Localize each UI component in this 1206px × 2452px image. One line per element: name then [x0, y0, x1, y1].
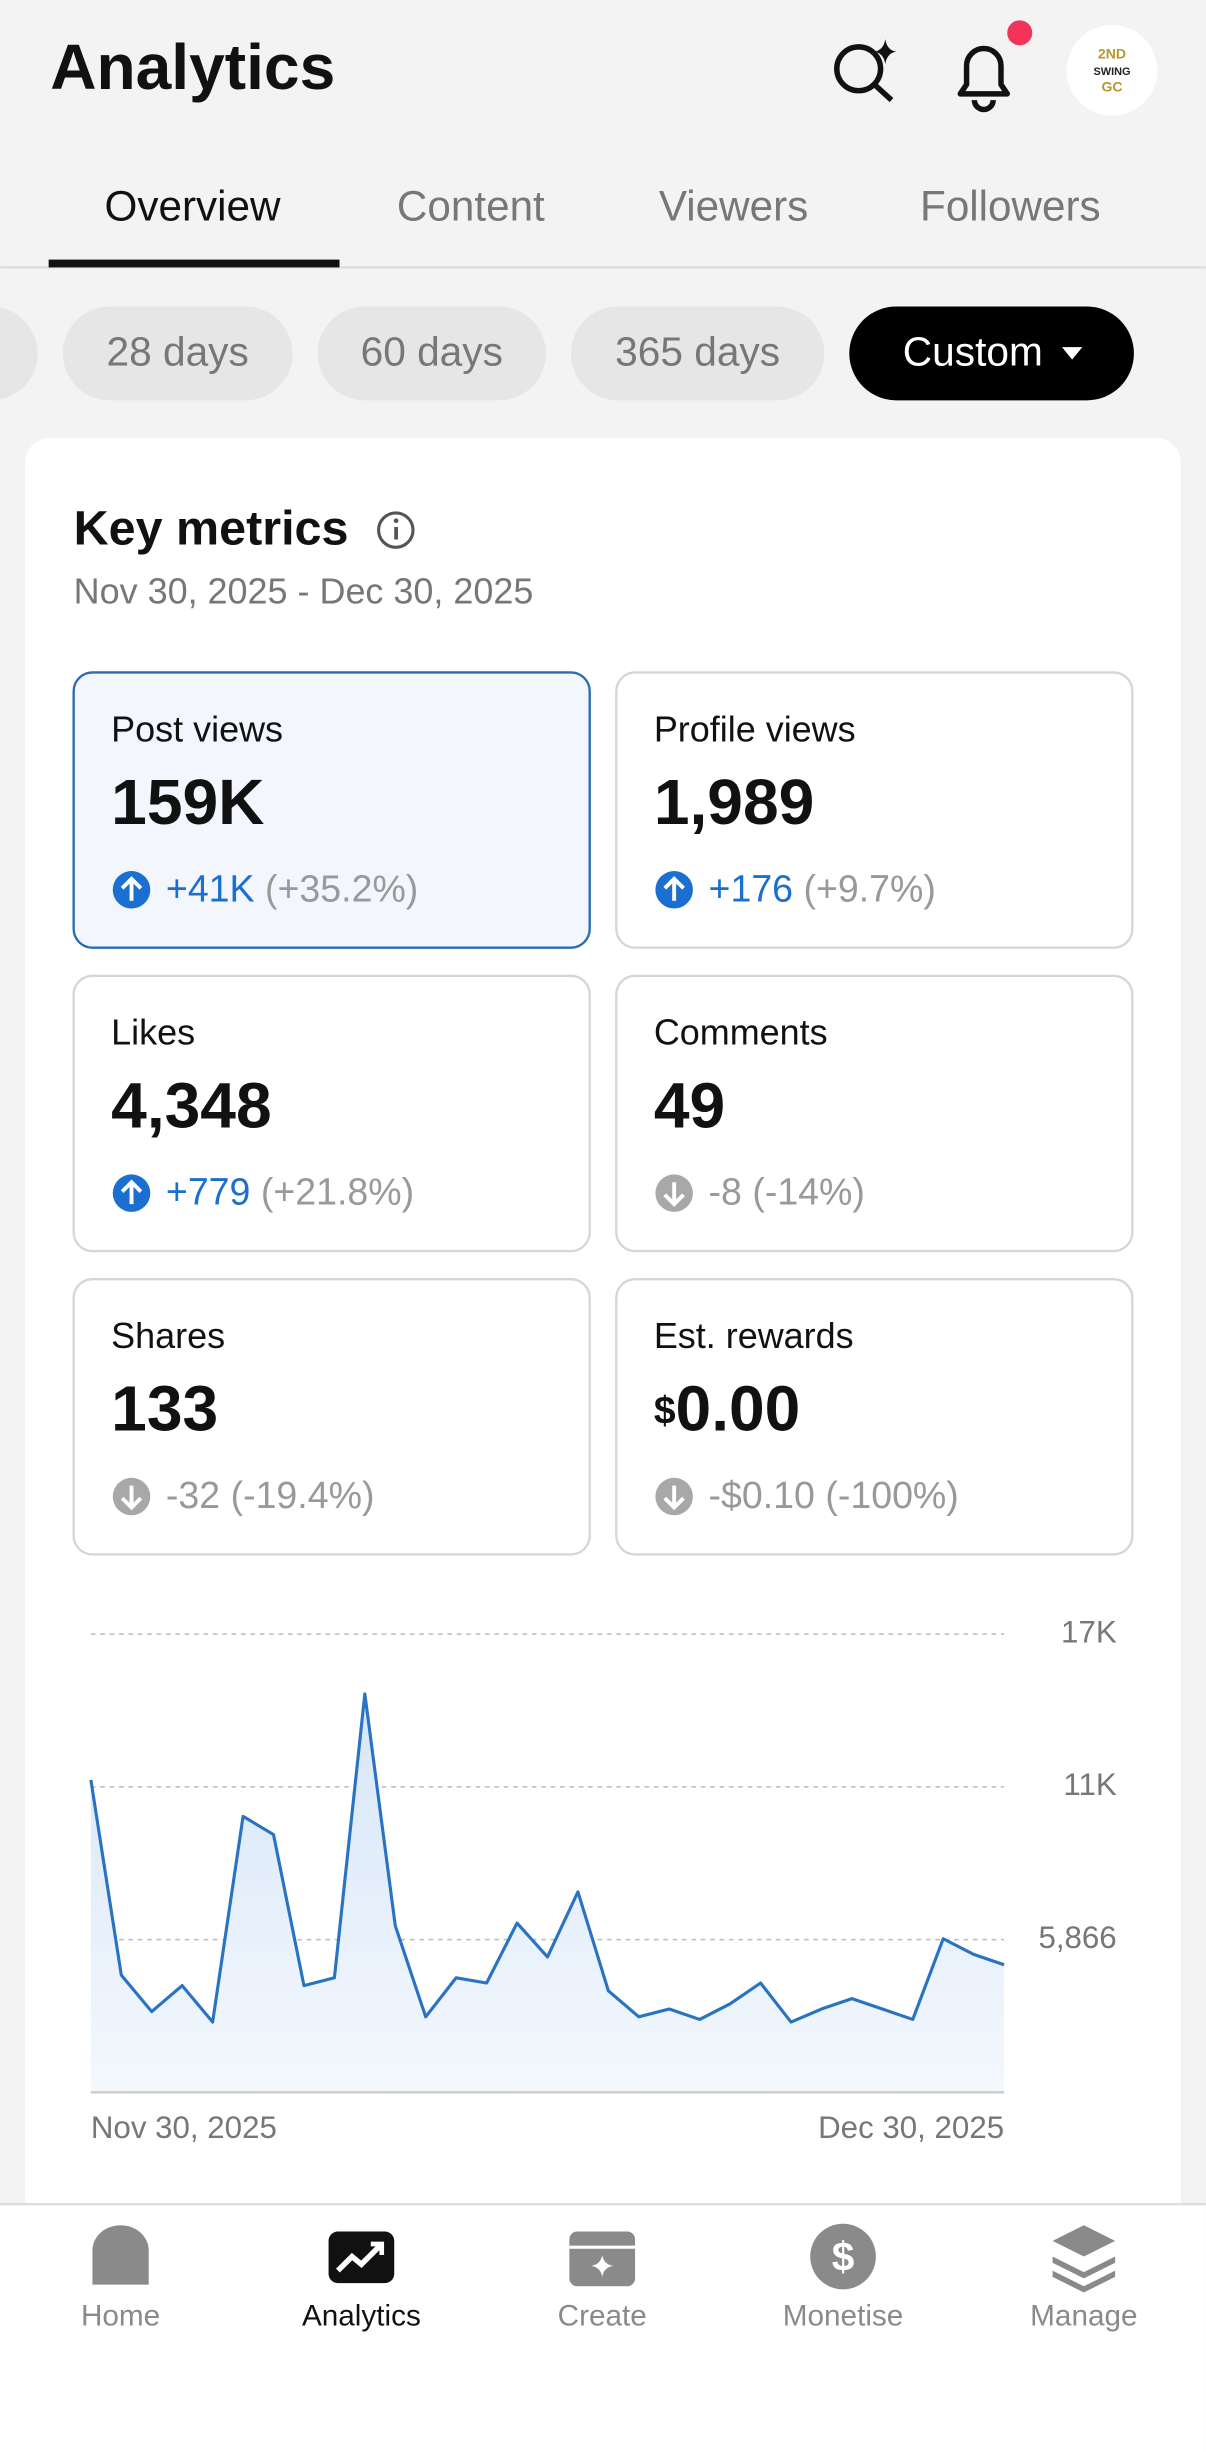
tab[interactable]: Viewers: [659, 183, 808, 230]
metric-value: $0.00: [654, 1373, 801, 1445]
filter-pill[interactable]: [849, 306, 1134, 401]
metric-change: -32 (-19.4%): [166, 1474, 375, 1516]
trend-arrow: [663, 876, 685, 901]
trend-arrow: [663, 1182, 685, 1207]
analytics-icon[interactable]: [328, 2231, 395, 2284]
filter-label[interactable]: Custom: [903, 329, 1043, 375]
metric-card[interactable]: [72, 671, 591, 949]
trend-arrow: [120, 1485, 143, 1511]
metric-value: 159K: [111, 766, 264, 838]
filter-pill[interactable]: [0, 307, 38, 401]
change-percent: (+9.7%): [804, 867, 936, 909]
avatar-text: GC: [1101, 78, 1122, 94]
change-percent: (-14%): [752, 1171, 865, 1213]
change-value: -$0.10: [709, 1474, 815, 1516]
line: [89, 1692, 1005, 2024]
monetise-icon[interactable]: $: [810, 2223, 876, 2290]
x-tick-label: Nov 30, 2025: [91, 2110, 277, 2145]
filter-label[interactable]: 365 days: [615, 329, 780, 375]
change-percent: (-100%): [825, 1474, 958, 1516]
metric-change: -8 (-14%): [709, 1171, 865, 1213]
filter-label[interactable]: 60 days: [361, 329, 503, 375]
metric-change: +41K (+35.2%): [166, 867, 418, 909]
home-icon[interactable]: [92, 2225, 149, 2285]
y-tick-label: 11K: [1063, 1767, 1116, 1802]
nav-label[interactable]: Analytics: [302, 2299, 421, 2332]
filter-pill[interactable]: [317, 306, 546, 401]
metric-number: 159K: [111, 766, 264, 838]
metric-change: +779 (+21.8%): [166, 1171, 414, 1213]
tab[interactable]: Content: [397, 183, 545, 230]
nav-label[interactable]: Home: [81, 2299, 160, 2332]
metric-currency: $: [654, 1390, 676, 1433]
y-tick-label: 5,866: [1038, 1920, 1116, 1955]
nav-label[interactable]: Monetise: [783, 2299, 904, 2332]
metric-label: Profile views: [654, 708, 856, 749]
nav-labels: Home Analytics Create Monetise Manage: [81, 2299, 1138, 2332]
metric-label: Post views: [111, 708, 283, 749]
metric-number: 133: [111, 1373, 218, 1445]
metric-change: -$0.10 (-100%): [709, 1474, 959, 1516]
avatar[interactable]: 2ND SWING GC: [1066, 25, 1158, 116]
metric-label: Likes: [111, 1012, 195, 1053]
chart: 17K 11K 5,866 Nov 30, 2025 Dec 30, 2025: [89, 1614, 1117, 2145]
change-percent: (+21.8%): [261, 1171, 414, 1213]
metric-value: 49: [654, 1069, 725, 1141]
tabs: Overview Content Viewers Followers: [105, 183, 1101, 230]
change-value: +779: [166, 1171, 251, 1213]
change-value: +176: [709, 867, 794, 909]
metric-number: 4,348: [111, 1069, 271, 1141]
trend-arrow: [120, 876, 143, 901]
metric-number: 1,989: [654, 766, 814, 838]
trend-arrow: [663, 1485, 685, 1511]
change-percent: (-19.4%): [231, 1474, 375, 1516]
metric-value: 4,348: [111, 1069, 271, 1141]
date-range: Nov 30, 2025 - Dec 30, 2025: [74, 571, 534, 612]
filter-label[interactable]: 28 days: [106, 329, 248, 375]
nav-label[interactable]: Manage: [1030, 2299, 1137, 2332]
page-title: Analytics: [50, 31, 335, 103]
metric-card[interactable]: [72, 1277, 591, 1556]
change-value: -8: [709, 1171, 742, 1213]
section-title: Key metrics: [74, 501, 349, 555]
x-tick-label: Dec 30, 2025: [818, 2110, 1004, 2145]
trend-arrow: [120, 1179, 143, 1205]
metric-value: 1,989: [654, 766, 814, 838]
metric-grid: Post views 159K +41K (+35.2%) Profile views…: [72, 671, 1134, 1556]
filters: 28 days 60 days 365 days Custom: [62, 306, 1134, 401]
avatar-text: SWING: [1093, 66, 1130, 78]
metric-card[interactable]: [615, 1277, 1134, 1556]
y-tick-label: 17K: [1061, 1614, 1117, 1649]
search-icon[interactable]: [834, 39, 897, 103]
tab[interactable]: Overview: [105, 183, 281, 230]
metric-card[interactable]: [615, 671, 1134, 949]
tab-indicator: [48, 259, 340, 268]
tab[interactable]: Followers: [920, 183, 1101, 230]
metric-label: Est. rewards: [654, 1315, 854, 1356]
metric-value: 133: [111, 1373, 218, 1445]
change-percent: (+35.2%): [265, 867, 418, 909]
metric-number: 49: [654, 1069, 725, 1141]
area: [90, 1693, 1005, 2093]
nav-label[interactable]: Create: [558, 2299, 647, 2332]
dropdown-arrow: [1061, 347, 1083, 360]
metric-card[interactable]: [615, 974, 1134, 1253]
filter-pill[interactable]: [570, 306, 825, 401]
change-value: -32: [166, 1474, 220, 1516]
metric-label: Shares: [111, 1315, 225, 1356]
info-icon[interactable]: [377, 511, 415, 549]
create-icon[interactable]: [569, 2231, 636, 2287]
metric-label: Comments: [654, 1012, 828, 1053]
change-value: +41K: [166, 867, 255, 909]
svg-text:$: $: [832, 2233, 855, 2279]
metric-card[interactable]: [72, 974, 591, 1253]
filter-pill[interactable]: [62, 306, 293, 401]
metric-change: +176 (+9.7%): [709, 867, 936, 909]
notification-icon[interactable]: [957, 20, 1033, 113]
metric-number: 0.00: [676, 1373, 801, 1445]
avatar-text: 2ND: [1098, 45, 1126, 61]
